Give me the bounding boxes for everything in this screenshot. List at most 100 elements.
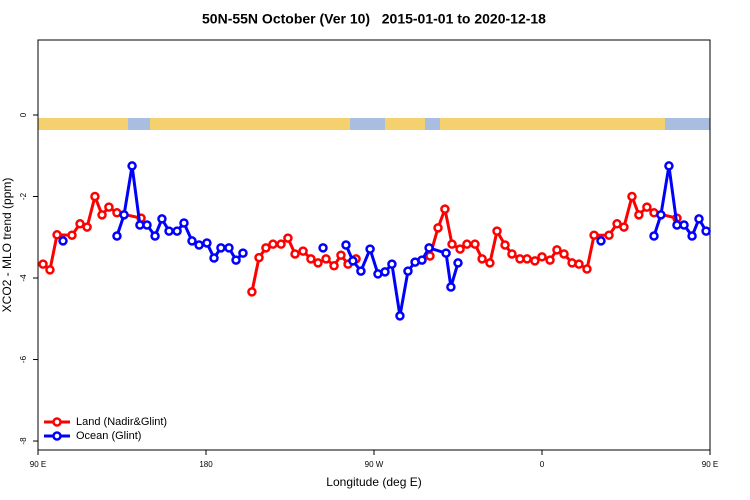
data-point bbox=[306, 254, 316, 264]
data-point bbox=[642, 202, 652, 212]
data-point bbox=[507, 249, 517, 259]
x-tick-label: 90 E bbox=[702, 460, 718, 469]
chart-title: 50N-55N October (Ver 10) 2015-01-01 to 2… bbox=[202, 11, 546, 27]
data-point bbox=[462, 239, 472, 249]
data-point bbox=[701, 226, 711, 236]
data-point bbox=[67, 230, 77, 240]
data-point bbox=[664, 161, 674, 171]
data-point bbox=[559, 249, 569, 259]
data-point bbox=[417, 255, 427, 265]
data-point bbox=[127, 161, 137, 171]
data-point bbox=[470, 239, 480, 249]
x-tick-label: 180 bbox=[199, 460, 213, 469]
data-point bbox=[634, 210, 644, 220]
data-point bbox=[187, 236, 197, 246]
data-point bbox=[58, 236, 68, 246]
data-point bbox=[522, 254, 532, 264]
data-point bbox=[231, 255, 241, 265]
data-point bbox=[202, 238, 212, 248]
data-point bbox=[150, 231, 160, 241]
data-point bbox=[90, 191, 100, 202]
data-point bbox=[403, 266, 413, 276]
data-point bbox=[649, 231, 659, 241]
data-point bbox=[97, 210, 107, 220]
data-point bbox=[679, 220, 689, 230]
data-point bbox=[313, 258, 323, 268]
data-point bbox=[283, 233, 293, 243]
data-point bbox=[348, 256, 358, 266]
data-point bbox=[387, 259, 397, 269]
data-point bbox=[395, 311, 405, 321]
land-strip bbox=[38, 118, 128, 130]
data-point bbox=[238, 248, 248, 258]
data-point bbox=[545, 255, 555, 265]
data-point bbox=[380, 267, 390, 277]
land-strip bbox=[385, 118, 425, 130]
data-point bbox=[75, 219, 85, 229]
x-tick-label: 90 E bbox=[30, 460, 46, 469]
land-strip bbox=[150, 118, 350, 130]
data-point bbox=[298, 246, 308, 256]
data-point bbox=[694, 214, 704, 224]
data-point bbox=[318, 243, 328, 253]
data-point bbox=[254, 252, 264, 263]
data-point bbox=[552, 245, 562, 255]
data-point bbox=[365, 244, 375, 254]
data-point bbox=[268, 239, 278, 249]
data-point bbox=[247, 287, 257, 297]
y-tick-label: -8 bbox=[19, 437, 28, 445]
data-point bbox=[530, 256, 540, 266]
data-point bbox=[356, 266, 366, 276]
data-point bbox=[119, 210, 129, 220]
data-point bbox=[261, 243, 271, 253]
data-point bbox=[164, 226, 174, 236]
data-point bbox=[447, 239, 457, 249]
data-point bbox=[500, 240, 510, 250]
data-point bbox=[142, 220, 152, 230]
data-point bbox=[453, 258, 463, 268]
data-point bbox=[82, 222, 92, 232]
data-point bbox=[157, 214, 167, 224]
data-point bbox=[276, 239, 286, 249]
data-point bbox=[604, 230, 614, 240]
plot-frame bbox=[37, 39, 711, 451]
data-point bbox=[446, 282, 456, 292]
data-point bbox=[589, 230, 599, 240]
data-point bbox=[596, 236, 606, 246]
data-point bbox=[477, 254, 487, 264]
data-point bbox=[45, 265, 55, 275]
x-tick-label: 0 bbox=[540, 460, 545, 469]
x-axis-label: Longitude (deg E) bbox=[326, 475, 421, 489]
legend-label: Land (Nadir&Glint) bbox=[76, 416, 167, 428]
data-point bbox=[656, 210, 666, 220]
x-tick-label: 90 W bbox=[365, 460, 384, 469]
data-point bbox=[172, 226, 182, 236]
data-point bbox=[425, 251, 435, 261]
data-point bbox=[441, 248, 451, 258]
data-point bbox=[582, 264, 592, 274]
data-point bbox=[52, 230, 62, 240]
data-point bbox=[321, 254, 331, 264]
data-point bbox=[336, 250, 346, 260]
legend-marker bbox=[52, 417, 62, 427]
y-tick-label: -4 bbox=[19, 274, 28, 282]
data-point bbox=[38, 259, 48, 269]
data-point bbox=[179, 218, 189, 228]
data-point bbox=[433, 223, 443, 233]
legend-label: Ocean (Glint) bbox=[76, 430, 141, 442]
data-point bbox=[209, 253, 219, 263]
data-point bbox=[104, 202, 114, 212]
y-tick-label: -2 bbox=[19, 192, 28, 200]
data-point bbox=[440, 204, 450, 214]
data-point bbox=[537, 252, 547, 262]
data-point bbox=[224, 243, 234, 253]
data-point bbox=[485, 258, 495, 268]
land-strip bbox=[440, 118, 665, 130]
data-point bbox=[574, 259, 584, 269]
data-point bbox=[687, 231, 697, 241]
y-axis-label: XCO2 - MLO trend (ppm) bbox=[0, 178, 14, 313]
y-tick-label: 0 bbox=[19, 112, 28, 117]
data-point bbox=[329, 261, 339, 271]
data-point bbox=[112, 231, 122, 241]
data-point bbox=[290, 249, 300, 259]
